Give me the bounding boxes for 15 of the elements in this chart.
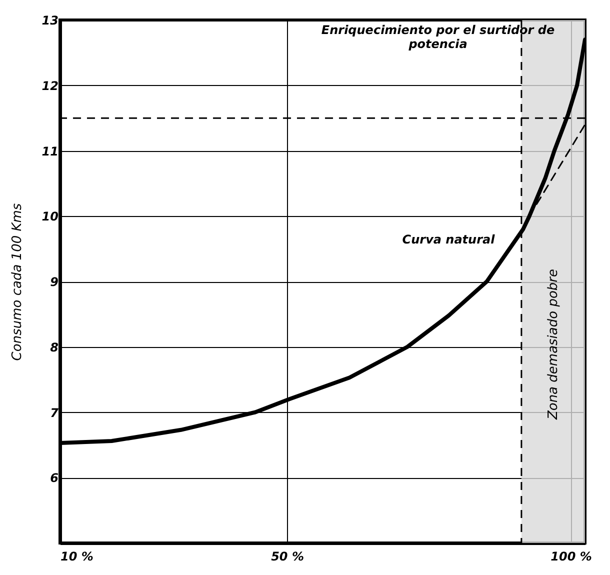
y-tick-label: 9 <box>50 275 58 289</box>
y-tick-label: 11 <box>42 144 58 158</box>
y-tick-label: 10 <box>42 210 58 224</box>
annotation: Enriquecimiento por el surtidor de potencia <box>321 23 555 51</box>
x-tick-label: 100 % <box>550 550 592 564</box>
y-tick-label: 7 <box>50 406 60 420</box>
x-tick-label: 10 % <box>60 550 94 564</box>
y-axis-title: Consumo cada 100 Kms <box>10 203 25 361</box>
band-label: Zona demasiado pobre <box>546 268 562 421</box>
x-tick-label: 50 % <box>271 550 304 564</box>
y-tick-label: 12 <box>42 78 58 93</box>
y-tick-label: 13 <box>42 14 58 28</box>
y-tick-label: 6 <box>50 471 58 486</box>
y-tick-label: 8 <box>50 340 58 354</box>
annotation: Curva natural <box>402 232 496 247</box>
